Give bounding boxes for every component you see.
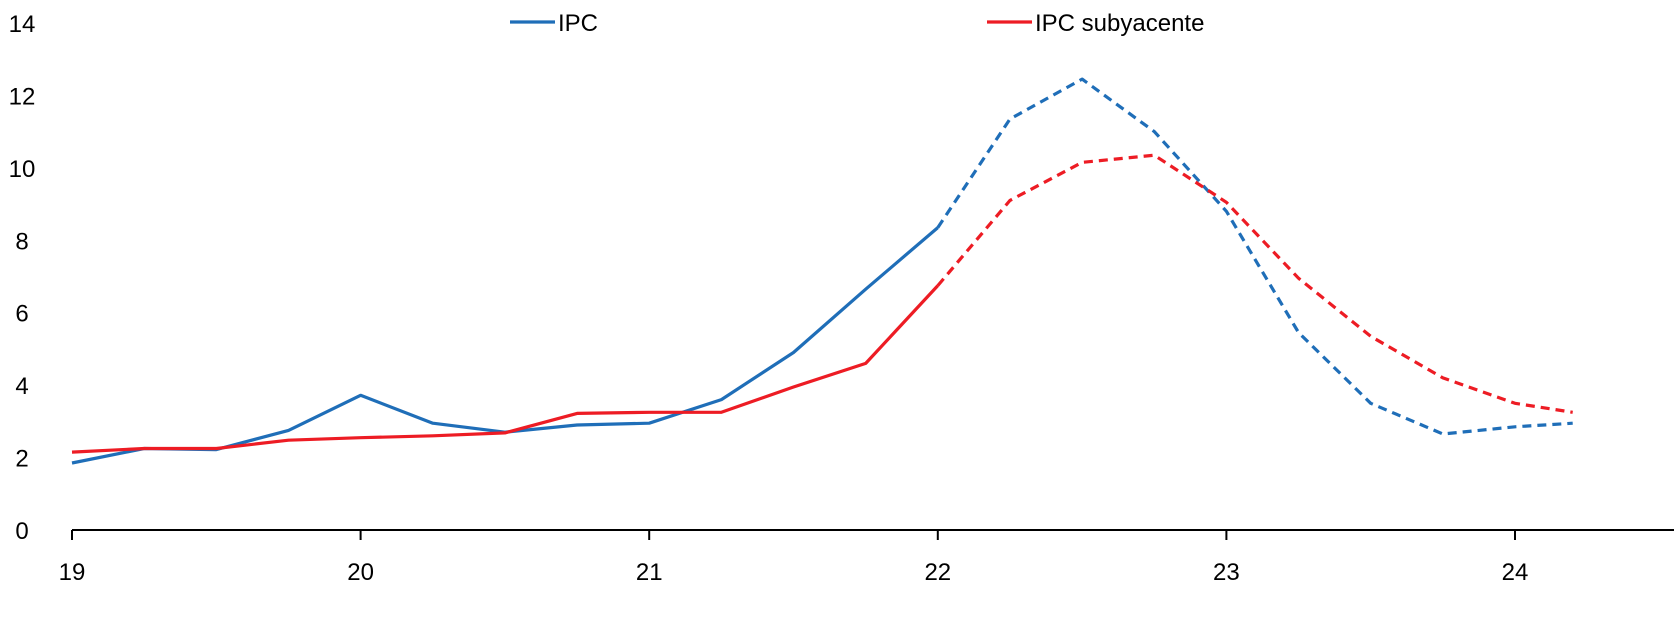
x-tick-label: 20 bbox=[347, 559, 374, 586]
x-tick-label: 24 bbox=[1502, 559, 1529, 586]
series-line-ipc-subyacente-forecast bbox=[936, 153, 1573, 414]
series-line-ipc-forecast bbox=[936, 77, 1573, 436]
plot-lines bbox=[71, 77, 1573, 465]
x-tick-label: 23 bbox=[1213, 559, 1240, 586]
y-tick-label: 0 bbox=[15, 518, 28, 545]
legend-label: IPC bbox=[558, 10, 598, 37]
x-tick-label: 19 bbox=[59, 559, 86, 586]
y-axis: 0 2 4 6 8 10 12 14 bbox=[9, 11, 36, 545]
x-axis: 19 20 21 22 23 24 bbox=[59, 529, 1674, 586]
legend-label: IPC subyacente bbox=[1035, 10, 1204, 37]
y-tick-label: 6 bbox=[15, 301, 28, 328]
y-tick-label: 2 bbox=[15, 446, 28, 473]
x-tick-label: 21 bbox=[636, 559, 663, 586]
y-tick-label: 10 bbox=[9, 156, 36, 183]
series-line-ipc-subyacente-actual bbox=[71, 284, 939, 454]
y-tick-label: 14 bbox=[9, 11, 36, 38]
legend: IPC IPC subyacente bbox=[510, 10, 1204, 37]
x-tick-label: 22 bbox=[924, 559, 951, 586]
series-line-ipc-actual bbox=[71, 226, 939, 465]
y-tick-label: 8 bbox=[15, 228, 28, 255]
y-tick-label: 4 bbox=[15, 373, 28, 400]
y-tick-label: 12 bbox=[9, 83, 36, 110]
